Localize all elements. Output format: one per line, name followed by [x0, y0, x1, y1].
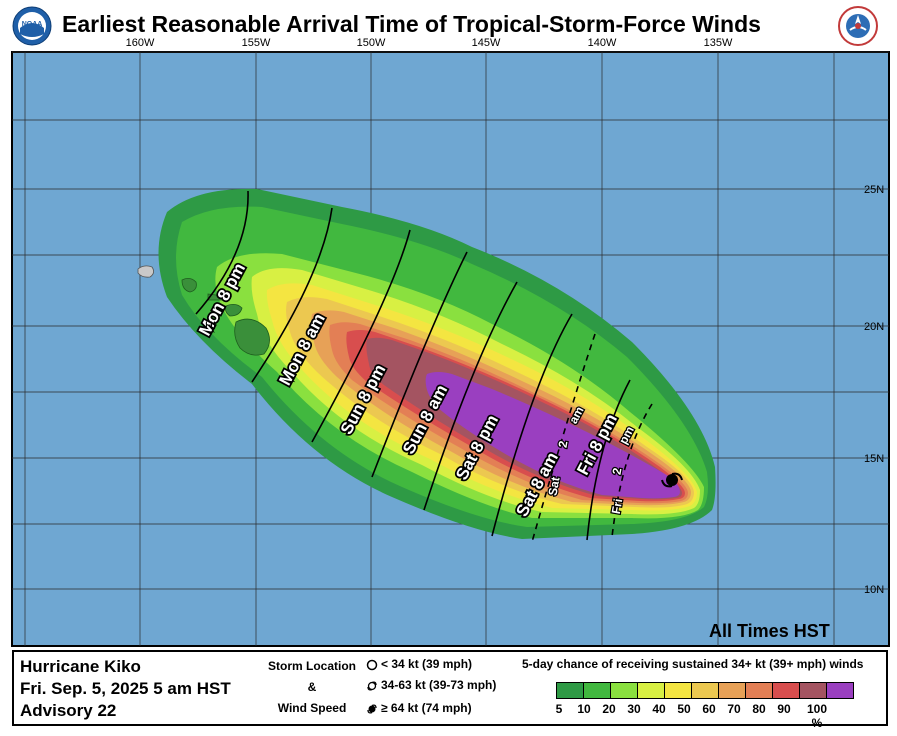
hawaii-label: HI — [205, 320, 216, 332]
storm-info: Hurricane Kiko Fri. Sep. 5, 2025 5 am HS… — [20, 656, 260, 722]
longitude-label: 140W — [588, 37, 617, 49]
isochrone-fri-2pm — [611, 403, 653, 538]
open-circle-icon — [366, 659, 378, 671]
oahu-island — [181, 278, 197, 293]
probability-tick-label: 5 — [555, 702, 563, 716]
key-64kt-plus-text: ≥ 64 kt (74 mph) — [381, 701, 472, 715]
probability-swatch — [745, 682, 773, 699]
map-panel: 160W 155W 150W 145W 140W 135W 25N 20N 15N 10N — [11, 37, 890, 647]
isochrone-mon-8pm — [195, 190, 249, 315]
tropical-storm-icon — [367, 681, 377, 691]
swath-band-100 — [425, 372, 680, 499]
probability-tick-label: 20 — [602, 702, 616, 716]
longitude-label: 150W — [357, 37, 386, 49]
key-below-34kt: < 34 kt (39 mph) — [366, 657, 472, 671]
arrival-time-isochrones — [195, 190, 653, 543]
maui-island — [225, 304, 243, 317]
noaa-logo: NOAA — [12, 6, 52, 46]
latitude-label: 10N — [864, 584, 884, 596]
kauai-island — [137, 265, 154, 278]
isochrone-sat-2am — [531, 333, 596, 543]
map-title: Earliest Reasonable Arrival Time of Trop… — [62, 11, 761, 37]
probability-swatch — [826, 682, 854, 699]
storm-name: Hurricane Kiko — [20, 657, 141, 676]
isochrone-mon-8am — [251, 207, 333, 383]
isochrone-sat-8pm — [423, 281, 518, 511]
latitude-label: 25N — [864, 184, 884, 196]
longitude-label: 135W — [704, 37, 733, 49]
longitude-label: 145W — [472, 37, 501, 49]
hurricane-icon — [367, 704, 377, 714]
isochrone-sat-8am — [491, 313, 573, 537]
longitude-labels: 160W 155W 150W 145W 140W 135W — [126, 37, 733, 49]
probability-swatch — [556, 682, 584, 699]
latitude-label: 20N — [864, 321, 884, 333]
legend-panel: Hurricane Kiko Fri. Sep. 5, 2025 5 am HS… — [12, 650, 888, 730]
probability-swatch — [718, 682, 746, 699]
key-64kt-plus: ≥ 64 kt (74 mph) — [366, 701, 472, 716]
storm-location-label: Storm Location — [267, 659, 356, 673]
timezone-note: All Times HST — [709, 621, 830, 641]
storm-location-symbol — [661, 472, 683, 488]
probability-tick-label: 100 % — [806, 702, 828, 730]
isochrone-sun-8pm — [311, 229, 411, 443]
key-below-34kt-text: < 34 kt (39 mph) — [381, 657, 473, 671]
nws-logo — [838, 6, 878, 46]
latitude-labels: 25N 20N 15N 10N — [864, 184, 884, 596]
probability-swatch — [583, 682, 611, 699]
probability-tick-label: 40 — [652, 702, 666, 716]
advisory-number: Advisory 22 — [20, 701, 117, 720]
probability-tick-label: 90 — [777, 702, 791, 716]
isochrone-fri-8pm — [586, 379, 631, 541]
probability-tick-label: 30 — [627, 702, 641, 716]
longitude-label: 160W — [126, 37, 155, 49]
probability-swatch — [664, 682, 692, 699]
probability-tick-label: 70 — [727, 702, 741, 716]
molokai-island — [207, 293, 225, 301]
arrival-time-label: 2 — [556, 439, 571, 448]
probability-tick-label: 80 — [752, 702, 766, 716]
key-34-63kt: 34-63 kt (39-73 mph) — [366, 678, 496, 693]
key-34-63kt-text: 34-63 kt (39-73 mph) — [381, 678, 497, 692]
probability-swatch — [772, 682, 800, 699]
probability-tick-label: 50 — [677, 702, 691, 716]
probability-swatch — [799, 682, 827, 699]
probability-swatch — [610, 682, 638, 699]
lat-lon-grid — [12, 51, 889, 646]
arrival-time-label: Fri — [609, 498, 625, 516]
svg-text:NOAA: NOAA — [22, 21, 43, 28]
probability-tick-label: 60 — [702, 702, 716, 716]
probability-tick-label: 10 — [577, 702, 591, 716]
probability-swatch — [691, 682, 719, 699]
latitude-label: 15N — [864, 453, 884, 465]
arrival-time-label: 2 — [610, 466, 625, 475]
probability-swatch — [637, 682, 665, 699]
ampersand-label: & — [307, 680, 317, 694]
advisory-time: Fri. Sep. 5, 2025 5 am HST — [20, 679, 231, 698]
longitude-label: 155W — [242, 37, 271, 49]
arrival-time-label: Sat — [546, 476, 563, 497]
probability-color-scale — [556, 682, 854, 699]
isochrone-sun-8am — [371, 251, 468, 478]
big-island — [234, 318, 270, 356]
probability-swath — [158, 188, 716, 539]
probability-legend-title: 5-day chance of receiving sustained 34+ … — [522, 657, 864, 671]
wind-speed-label: Wind Speed — [277, 701, 347, 715]
hawaiian-islands — [137, 265, 270, 356]
